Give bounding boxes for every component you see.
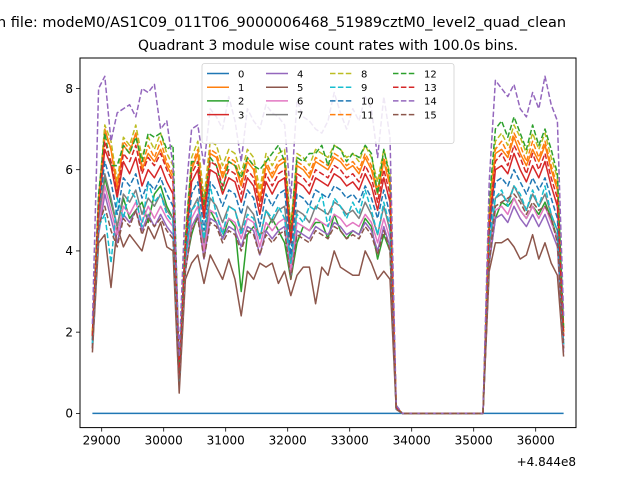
legend-label-13: 13 — [424, 83, 437, 94]
y-tick-label: 4 — [65, 244, 73, 258]
legend-label-14: 14 — [424, 97, 437, 108]
x-tick-label: 31000 — [207, 434, 245, 448]
axis-ticks: 29000 30000 31000 32000 33000 34000 35000 36000… — [65, 82, 554, 448]
legend-label-5: 5 — [297, 83, 303, 94]
series-line-14 — [91, 75, 565, 415]
x-tick-label: 29000 — [83, 434, 121, 448]
plot-area — [91, 75, 565, 415]
legend-label-7: 7 — [297, 110, 303, 121]
series-line-15 — [91, 193, 565, 415]
y-tick-label: 0 — [65, 407, 73, 421]
axes-frame — [79, 57, 577, 429]
x-tick-label: 35000 — [455, 434, 493, 448]
y-tick-label: 6 — [65, 163, 73, 177]
y-tick-label: 8 — [65, 82, 73, 96]
x-tick-label: 33000 — [331, 434, 369, 448]
legend-label-15: 15 — [424, 110, 437, 121]
y-tick-label: 2 — [65, 325, 73, 339]
legend-label-9: 9 — [361, 83, 367, 94]
legend-label-1: 1 — [238, 83, 244, 94]
legend-label-2: 2 — [238, 97, 244, 108]
legend-label-4: 4 — [297, 69, 303, 80]
legend-box — [201, 63, 455, 144]
legend-label-11: 11 — [361, 110, 374, 121]
x-tick-label: 32000 — [269, 434, 307, 448]
legend-label-0: 0 — [238, 69, 244, 80]
chart-suptitle: n file: modeM0/AS1C09_011T06_9000006468_… — [0, 15, 566, 31]
x-offset-label: +4.844e8 — [517, 455, 576, 469]
series-line-9 — [91, 181, 565, 415]
legend-label-6: 6 — [297, 97, 303, 108]
series-line-10 — [91, 160, 565, 415]
legend-label-12: 12 — [424, 69, 437, 80]
legend-label-3: 3 — [238, 110, 244, 121]
chart-title: Quadrant 3 module wise count rates with … — [138, 38, 518, 54]
legend-label-10: 10 — [361, 97, 374, 108]
x-tick-label: 30000 — [145, 434, 183, 448]
legend-label-8: 8 — [361, 69, 367, 80]
x-tick-label: 36000 — [517, 434, 555, 448]
x-tick-label: 34000 — [393, 434, 431, 448]
